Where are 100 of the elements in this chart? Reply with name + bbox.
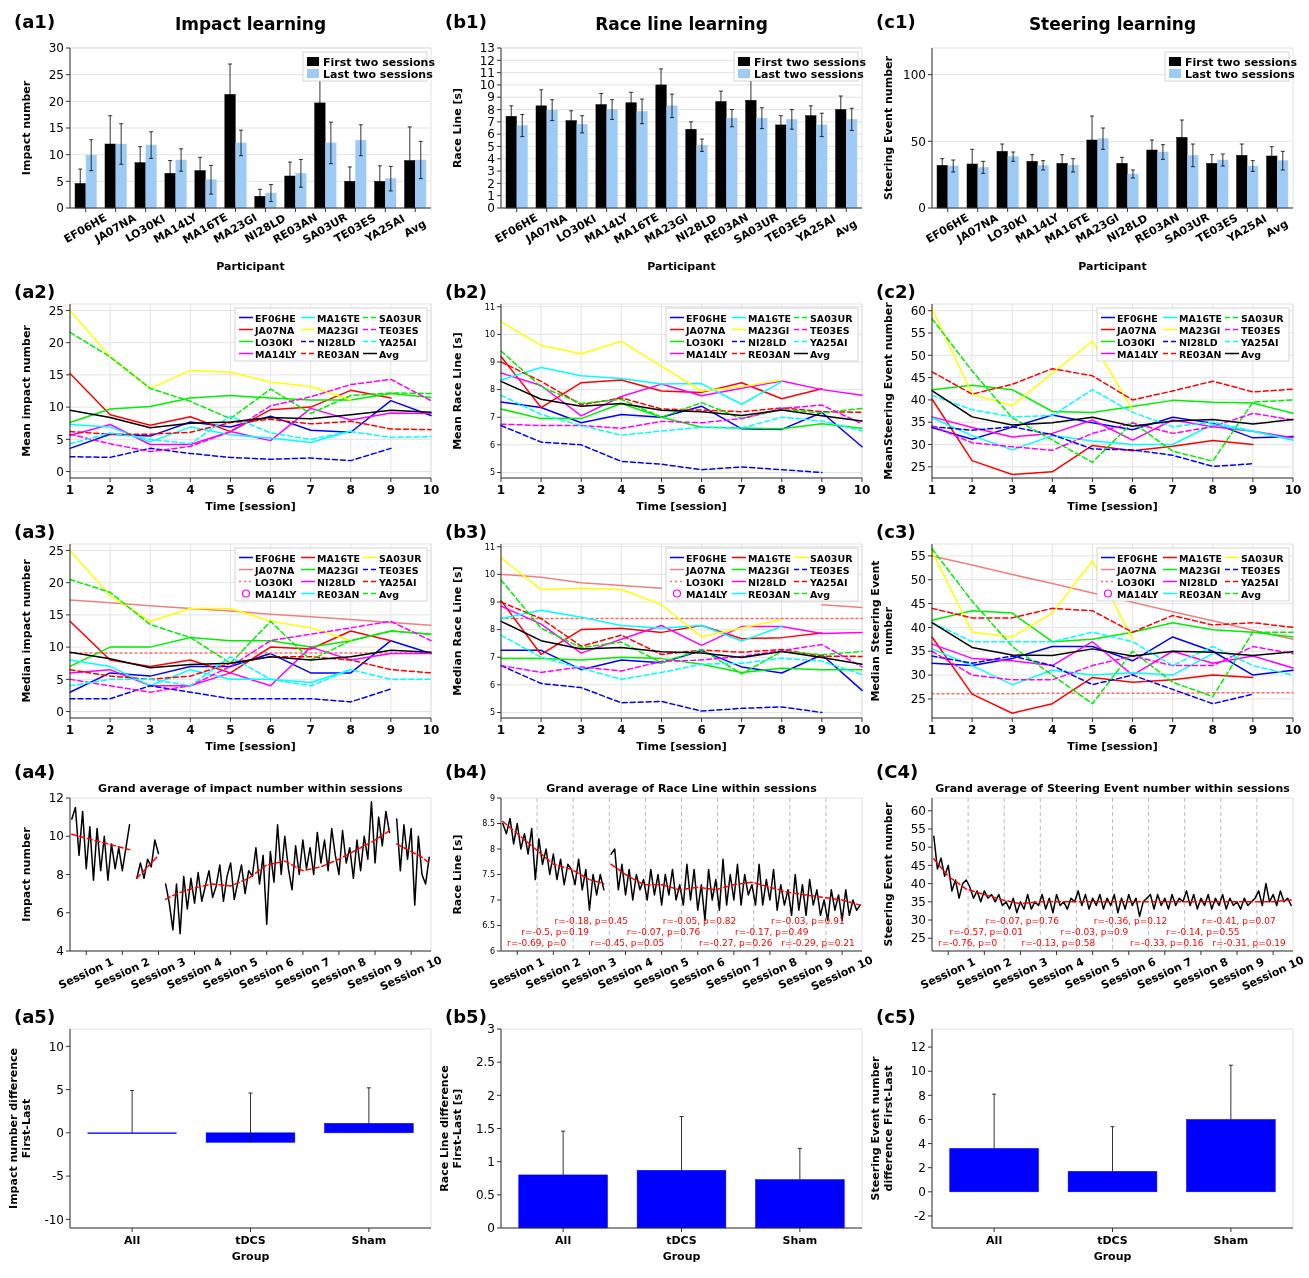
bar	[786, 119, 798, 209]
line-series	[69, 656, 432, 687]
x-tick-label: 3	[1008, 483, 1017, 497]
y-tick-label: 12	[48, 791, 64, 806]
y-tick-label: 10	[48, 1039, 64, 1054]
line-series	[69, 399, 432, 450]
bar	[145, 144, 157, 209]
line-series	[69, 620, 432, 693]
y-tick-label: 7.5	[482, 870, 495, 880]
annotation: r=-0.07, p=0.76	[985, 916, 1060, 926]
bar	[977, 167, 989, 209]
bar	[1187, 155, 1199, 209]
y-tick-label: 6	[918, 1112, 926, 1127]
legend-label: YA25AI	[1240, 336, 1279, 348]
y-tick-label: 8.5	[482, 819, 495, 829]
y-tick-label: 1	[487, 1154, 495, 1169]
y-axis-title: Impact number difference First-Last	[7, 1048, 33, 1209]
text: (b4)	[445, 761, 487, 782]
x-tick-label: 6	[697, 723, 706, 737]
legend-label: MA16TE	[317, 312, 360, 324]
line-series	[500, 643, 863, 674]
line-series	[69, 685, 392, 703]
y-tick-label: 10	[910, 1064, 926, 1079]
y-tick-label: 8	[487, 102, 495, 117]
legend-label: MA23GI	[317, 564, 359, 576]
legend-label: MA16TE	[1179, 552, 1222, 564]
y-tick-label: 6	[489, 440, 495, 450]
legend-label: Avg	[1241, 588, 1262, 600]
x-tick-label: 4	[186, 483, 195, 497]
legend-label: Avg	[379, 348, 400, 360]
line-series	[500, 634, 863, 681]
line-series	[931, 648, 1214, 686]
legend-label: LO30KI	[255, 336, 293, 348]
bar	[385, 178, 397, 209]
legend-label: NI28LD	[1179, 576, 1218, 588]
annotation: r=-0.17, p=0.49	[734, 927, 809, 937]
bar	[1217, 159, 1229, 209]
y-tick-label: 30	[48, 41, 64, 56]
y-tick-label: 55	[910, 822, 926, 837]
chart-title: Impact learning	[174, 14, 327, 34]
x-tick-label: 2	[105, 483, 115, 497]
legend-label: First two sessions	[323, 55, 436, 69]
line-series	[931, 607, 1294, 633]
text: (a1)	[14, 11, 56, 32]
bar	[415, 159, 427, 209]
legend-label: JA07NA	[685, 564, 727, 576]
y-tick-label: 35	[910, 415, 926, 430]
legend-label: JA07NA	[254, 324, 296, 336]
legend-label: Last two sessions	[754, 67, 865, 81]
legend-label: LO30KI	[255, 576, 293, 588]
legend-label: MA23GI	[317, 324, 359, 336]
x-tick-label: tDCS	[235, 1234, 266, 1247]
y-tick-label: 20	[48, 575, 64, 590]
y-tick-label: 5	[56, 1082, 64, 1097]
line-series	[931, 548, 1294, 705]
y-tick-label: 2	[487, 1088, 495, 1103]
y-tick-label: 40	[910, 876, 926, 891]
y-tick-label: 50	[910, 348, 926, 363]
annotation: r=-0.45, p=0.05	[590, 938, 665, 948]
x-axis-title: Time [session]	[1067, 500, 1158, 513]
y-tick-label: 3	[487, 164, 495, 179]
legend-label: JA07NA	[1116, 564, 1158, 576]
y-axis-title: Impact number	[20, 80, 33, 176]
legend-label: TE03ES	[379, 324, 419, 336]
x-axis-title: Time [session]	[636, 500, 727, 513]
bar	[816, 124, 828, 209]
x-tick-label: 8	[777, 723, 786, 737]
bar	[1037, 165, 1049, 209]
bar	[1277, 160, 1289, 209]
text: (b5)	[445, 1006, 487, 1027]
x-tick-label: 3	[577, 483, 586, 497]
y-tick-label: 5	[56, 672, 64, 687]
bar	[1067, 1171, 1158, 1193]
legend-label: MA23GI	[748, 324, 790, 336]
bar	[235, 142, 247, 209]
y-tick-label: 25	[48, 543, 64, 558]
y-tick-label: 20	[48, 94, 64, 109]
y-tick-label: 25	[48, 67, 64, 82]
y-tick-label: 30	[910, 668, 926, 683]
y-tick-label: 5	[489, 468, 495, 478]
x-axis-title: Time [session]	[636, 740, 727, 753]
bar	[726, 117, 738, 209]
x-tick-label: 4	[186, 723, 195, 737]
text: (c2)	[876, 281, 916, 302]
bar	[947, 165, 959, 209]
y-tick-label: 55	[910, 326, 926, 341]
y-tick-label: 11	[479, 65, 495, 80]
legend-label: YA25AI	[809, 336, 848, 348]
legend-label: MA14LY	[255, 348, 297, 360]
x-tick-label: Sham	[782, 1234, 818, 1247]
x-tick-label: tDCS	[666, 1234, 697, 1247]
legend-label: Avg	[810, 348, 831, 360]
x-tick-label: 6	[1128, 483, 1137, 497]
legend-label: JA07NA	[685, 324, 727, 336]
y-tick-label: -10	[44, 1212, 64, 1227]
y-tick-label: 10	[48, 829, 64, 844]
x-axis-title: Time [session]	[1067, 740, 1158, 753]
text: (b2)	[445, 281, 487, 302]
x-tick-label: 4	[1048, 483, 1057, 497]
line-series	[931, 555, 1294, 641]
